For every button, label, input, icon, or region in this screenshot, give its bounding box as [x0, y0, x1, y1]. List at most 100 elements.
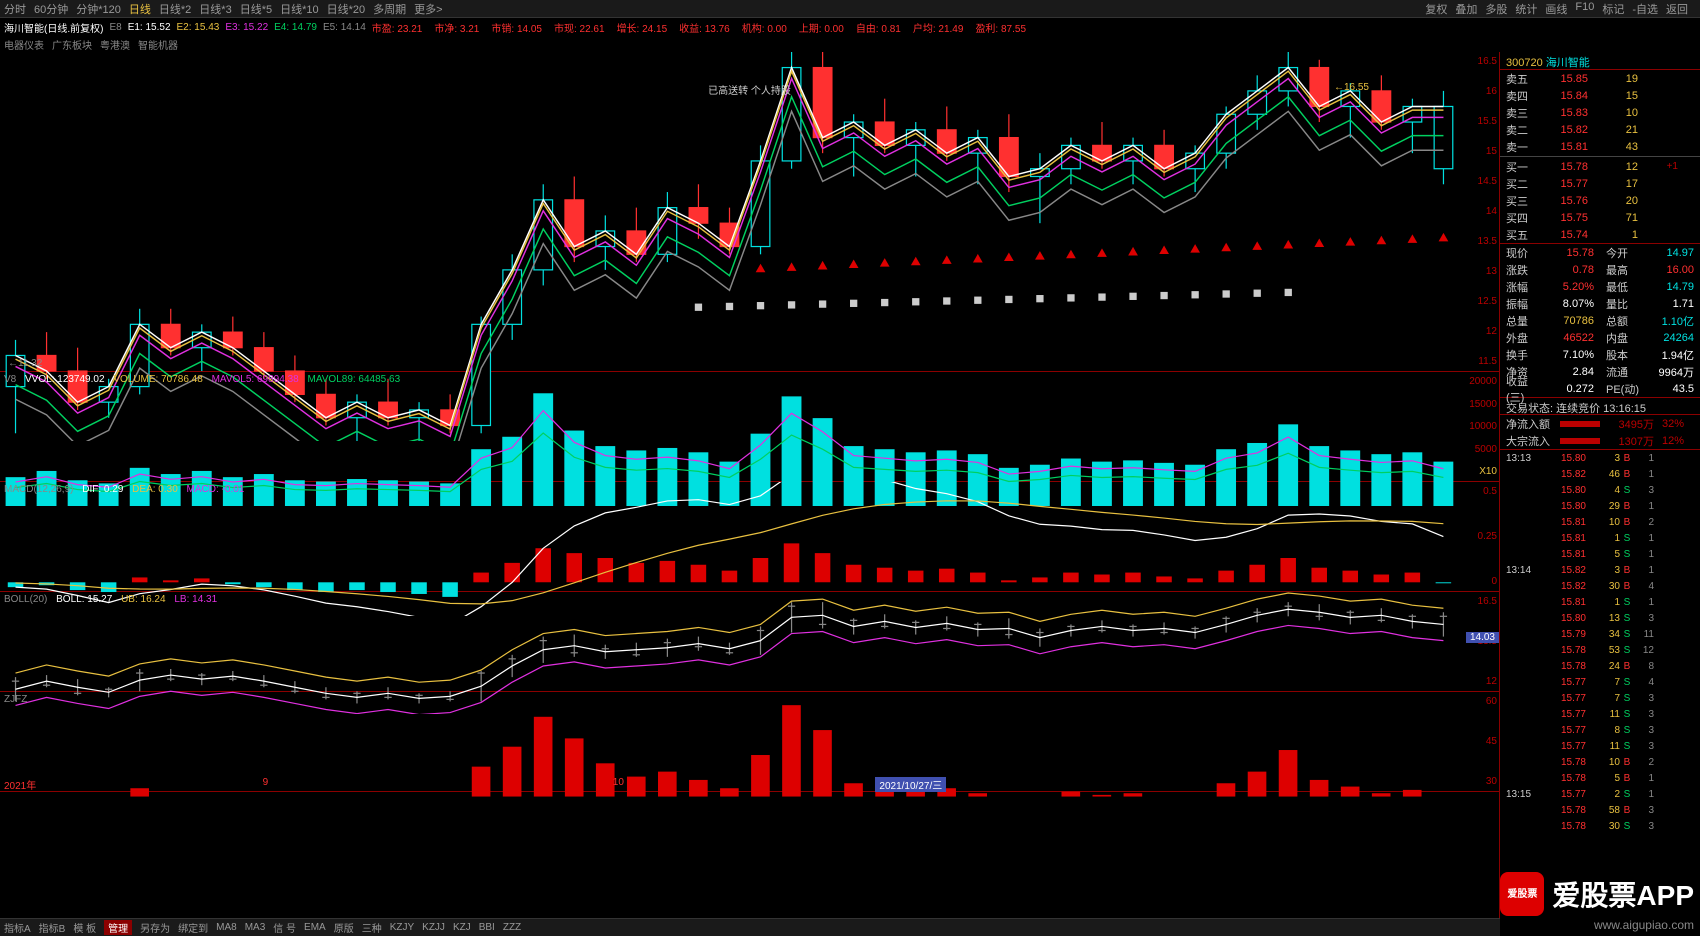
vol-header: V8 VVOL: 123749.02 VOLUME: 70786.48 MAVO…: [4, 374, 406, 385]
bid-row[interactable]: 买一15.7812+1: [1500, 158, 1700, 175]
tick-row: 15.7824B8: [1500, 658, 1700, 674]
indicator-tab[interactable]: 绑定到: [178, 920, 208, 935]
app-logo-icon: 爱股票: [1500, 872, 1544, 916]
quote-cell: 收益(三)0.272: [1500, 380, 1600, 397]
tool-item[interactable]: F10: [1575, 1, 1594, 17]
tool-item[interactable]: 返回: [1666, 1, 1688, 17]
trade-status: 交易状态: 连续竞价 13:16:15: [1500, 398, 1700, 415]
info-bar: 海川智能(日线.前复权) E8 E1: 15.52 E2: 15.43 E3: …: [0, 18, 1700, 36]
tick-row: 15.8110B2: [1500, 514, 1700, 530]
quote-cell: 换手7.10%: [1500, 346, 1600, 363]
sector-tag[interactable]: 粤港澳: [100, 37, 130, 52]
y-axis-zjfz: 604530: [1459, 692, 1499, 791]
tf-item[interactable]: 更多>: [414, 1, 442, 17]
indicator-tab[interactable]: 三种: [362, 920, 382, 935]
tool-item[interactable]: 标记: [1602, 1, 1624, 17]
bid-row[interactable]: 买四15.7571: [1500, 209, 1700, 226]
indicator-tab[interactable]: MA8: [216, 922, 237, 933]
tf-item-active[interactable]: 日线: [129, 1, 151, 17]
quote-cell: 外盘46522: [1500, 329, 1600, 346]
bid-row[interactable]: 买五15.741: [1500, 226, 1700, 243]
tick-row: 15.777S4: [1500, 674, 1700, 690]
tool-item[interactable]: 多股: [1485, 1, 1507, 17]
tf-item[interactable]: 日线*20: [327, 1, 366, 17]
indicator-tab[interactable]: KZJ: [453, 922, 471, 933]
indicator-toolbar: 指标A 指标B 模 板管理另存为绑定到 MA8 MA3 信 号 EMA 原版三种 KZJY KZJ…: [0, 918, 1500, 936]
tick-row: 15.7830S3: [1500, 818, 1700, 834]
indicator-tab[interactable]: KZJY: [390, 922, 414, 933]
tool-item[interactable]: 画线: [1545, 1, 1567, 17]
high-label: ←16.55: [1334, 82, 1369, 93]
timeframe-toolbar: 分时 60分钟 分钟*120 日线 日线*2 日线*3 日线*5 日线*10 日…: [0, 0, 1700, 18]
tf-item[interactable]: 日线*3: [199, 1, 231, 17]
indicator-tab[interactable]: BBI: [479, 922, 495, 933]
tf-item[interactable]: 60分钟: [34, 1, 68, 17]
tool-item[interactable]: 统计: [1515, 1, 1537, 17]
watermark: 爱股票 爱股票APP www.aigupiao.com: [1500, 872, 1694, 916]
ask-row[interactable]: 卖四15.8415: [1500, 87, 1700, 104]
macd-panel[interactable]: MACD(12,26,9) DIF: 0.29 DEA: 0.30 MACD: …: [0, 482, 1499, 592]
indicator-tab[interactable]: EMA: [304, 922, 326, 933]
quote-cell: 流通9964万: [1600, 363, 1700, 380]
indicator-tab[interactable]: ZZZ: [503, 922, 521, 933]
ask-row[interactable]: 卖三15.8310: [1500, 104, 1700, 121]
tf-item[interactable]: 日线*10: [280, 1, 319, 17]
volume-panel[interactable]: V8 VVOL: 123749.02 VOLUME: 70786.48 MAVO…: [0, 372, 1499, 482]
tick-row: 15.815S1: [1500, 546, 1700, 562]
ask-row[interactable]: 卖二15.8221: [1500, 121, 1700, 138]
tick-row: 15.804S3: [1500, 482, 1700, 498]
ask-row[interactable]: 卖五15.8519: [1500, 70, 1700, 87]
quote-cell: 最高16.00: [1600, 261, 1700, 278]
low-label: ←11.32: [8, 358, 42, 369]
quote-cell: 今开14.97: [1600, 244, 1700, 261]
tick-row: 15.8246B1: [1500, 466, 1700, 482]
quote-cell: 振幅8.07%: [1500, 295, 1600, 312]
quote-cell: 股本1.94亿: [1600, 346, 1700, 363]
indicator-tab[interactable]: 指标A: [4, 920, 31, 935]
persona-label: 已高送转 个人持股: [708, 82, 791, 97]
indicator-tab[interactable]: 模 板: [73, 920, 96, 935]
sector-tag[interactable]: 广东板块: [52, 37, 92, 52]
sector-tag[interactable]: 电器仪表: [4, 37, 44, 52]
tf-item[interactable]: 分钟*120: [76, 1, 121, 17]
indicator-tab[interactable]: MA3: [245, 922, 266, 933]
tag-bar: 电器仪表 广东板块 粤港澳 智能机器: [0, 36, 1700, 52]
indicator-tab[interactable]: 信 号: [273, 920, 296, 935]
indicator-tab[interactable]: 管理: [104, 920, 132, 935]
bid-row[interactable]: 买三15.7620: [1500, 192, 1700, 209]
tick-row: 15.8029B1: [1500, 498, 1700, 514]
tick-row: 15.7934S11: [1500, 626, 1700, 642]
tick-row: 15.8230B4: [1500, 578, 1700, 594]
quote-cell: 最低14.79: [1600, 278, 1700, 295]
zjfz-panel[interactable]: ZJFZ 604530 2021年 9 10 2021/10/27/三: [0, 692, 1499, 792]
sector-tag[interactable]: 智能机器: [138, 37, 178, 52]
indicator-tab[interactable]: 指标B: [39, 920, 66, 935]
chart-area: 16.51615.51514.51413.51312.51211.5 已高送转 …: [0, 52, 1500, 918]
stock-title: 300720 海川智能: [1500, 52, 1700, 70]
candlestick-panel[interactable]: 16.51615.51514.51413.51312.51211.5 已高送转 …: [0, 52, 1499, 372]
tool-item[interactable]: -自选: [1632, 1, 1658, 17]
side-panel: 300720 海川智能 卖五15.8519卖四15.8415卖三15.8310卖…: [1500, 52, 1700, 918]
tool-item[interactable]: 复权: [1425, 1, 1447, 17]
tool-item[interactable]: 叠加: [1455, 1, 1477, 17]
tf-item[interactable]: 日线*5: [240, 1, 272, 17]
quote-cell: 总量70786: [1500, 312, 1600, 329]
tick-row: 15.778S3: [1500, 722, 1700, 738]
boll-header: BOLL(20) BOLL: 15.27 UB: 16.24 LB: 14.31: [4, 594, 223, 605]
indicator-tab[interactable]: 原版: [334, 920, 354, 935]
ask-row[interactable]: 卖一15.8143: [1500, 138, 1700, 155]
quote-cell: 涨幅5.20%: [1500, 278, 1600, 295]
boll-panel[interactable]: BOLL(20) BOLL: 15.27 UB: 16.24 LB: 14.31…: [0, 592, 1499, 692]
bid-row[interactable]: 买二15.7717: [1500, 175, 1700, 192]
indicator-tab[interactable]: KZJJ: [422, 922, 445, 933]
tf-item[interactable]: 日线*2: [159, 1, 191, 17]
tick-row: 13:1415.823B1: [1500, 562, 1700, 578]
tick-list[interactable]: 13:1315.803B115.8246B115.804S315.8029B11…: [1500, 450, 1700, 918]
tick-row: 15.7711S3: [1500, 738, 1700, 754]
tf-item[interactable]: 多周期: [373, 1, 406, 17]
cursor-date: 2021/10/27/三: [875, 777, 946, 792]
tf-item[interactable]: 分时: [4, 1, 26, 17]
x-axis: 2021年 9 10 2021/10/27/三: [0, 777, 1459, 791]
indicator-tab[interactable]: 另存为: [140, 920, 170, 935]
flow-row: 净流入额3495万32%: [1500, 415, 1700, 432]
